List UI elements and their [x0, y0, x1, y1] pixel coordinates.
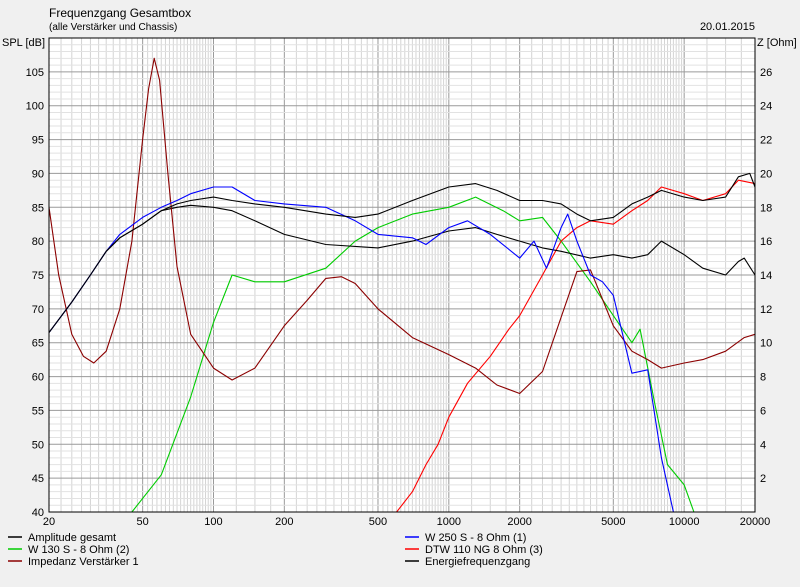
series-line-w-250-s-8-ohm-1 [48, 186, 755, 513]
legend-label: W 130 S - 8 Ohm (2) [28, 544, 129, 556]
x-tick-label: 200 [275, 516, 293, 528]
y-tick-label-right: 24 [760, 101, 772, 113]
legend-label: DTW 110 NG 8 Ohm (3) [425, 544, 543, 556]
y-tick-label-left: 90 [32, 168, 44, 180]
y-tick-label-left: 100 [26, 101, 44, 113]
y-tick-label-left: 45 [32, 473, 44, 485]
chart-subtitle: (alle Verstärker und Chassis) [49, 22, 177, 33]
y-tick-label-right: 8 [760, 372, 766, 384]
y-tick-label-right: 2 [760, 473, 766, 485]
x-tick-label: 2000 [507, 516, 531, 528]
y-tick-label-left: 50 [32, 439, 44, 451]
y-tick-label-left: 60 [32, 372, 44, 384]
y-axis-right-label: Z [Ohm] [757, 37, 797, 49]
y-tick-label-left: 105 [26, 67, 44, 79]
y-tick-label-left: 75 [32, 270, 44, 282]
y-tick-label-right: 10 [760, 338, 772, 350]
x-tick-label: 5000 [601, 516, 625, 528]
y-tick-label-right: 6 [760, 405, 766, 417]
legend-label: Energiefrequenzgang [425, 556, 530, 568]
y-axis-left-label: SPL [dB] [2, 37, 45, 49]
x-tick-label: 20 [43, 516, 55, 528]
legend-label: W 250 S - 8 Ohm (1) [425, 532, 526, 544]
y-tick-label-right: 18 [760, 202, 772, 214]
chart-title: Frequenzgang Gesamtbox [49, 6, 191, 20]
y-tick-label-right: 12 [760, 304, 772, 316]
y-tick-label-right: 20 [760, 168, 772, 180]
y-tick-label-right: 22 [760, 135, 772, 147]
series-line-w-130-s-8-ohm-2 [49, 196, 755, 513]
y-tick-label-right: 14 [760, 270, 772, 282]
y-tick-label-left: 55 [32, 405, 44, 417]
legend-label: Amplitude gesamt [28, 532, 116, 544]
x-tick-label: 50 [137, 516, 149, 528]
series-line-dtw-110-ng-8-ohm-3 [49, 179, 756, 513]
y-tick-label-left: 70 [32, 304, 44, 316]
chart-date: 20.01.2015 [700, 21, 755, 33]
y-tick-label-left: 40 [32, 507, 44, 519]
x-tick-label: 1000 [437, 516, 461, 528]
series-line-amplitude-gesamt [48, 172, 756, 333]
x-tick-label: 500 [369, 516, 387, 528]
x-tick-label: 10000 [669, 516, 700, 528]
y-tick-label-right: 4 [760, 439, 766, 451]
y-tick-label-left: 95 [32, 135, 44, 147]
plot-border [48, 37, 756, 513]
legend: Amplitude gesamt W 250 S - 8 Ohm (1) W 130… [8, 532, 543, 568]
y-tick-label-left: 85 [32, 202, 44, 214]
y-tick-label-left: 65 [32, 338, 44, 350]
y-tick-label-right: 16 [760, 236, 772, 248]
y-tick-label-left: 80 [32, 236, 44, 248]
x-tick-label: 20000 [740, 516, 771, 528]
x-tick-label: 100 [204, 516, 222, 528]
series-line-impedanz-verst-rker-1 [48, 57, 756, 395]
tick-labels: 20 50 100 200 500 1000 2000 5000 10000 2000040455… [26, 67, 773, 528]
legend-label: Impedanz Verstärker 1 [28, 556, 139, 568]
y-tick-label-right: 26 [760, 67, 772, 79]
series-layer [48, 57, 756, 513]
